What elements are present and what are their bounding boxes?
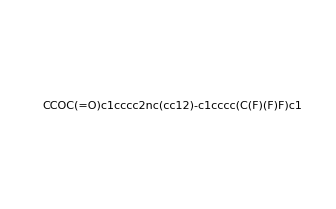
Text: CCOC(=O)c1cccc2nc(cc12)-c1cccc(C(F)(F)F)c1: CCOC(=O)c1cccc2nc(cc12)-c1cccc(C(F)(F)F)… <box>42 101 302 111</box>
